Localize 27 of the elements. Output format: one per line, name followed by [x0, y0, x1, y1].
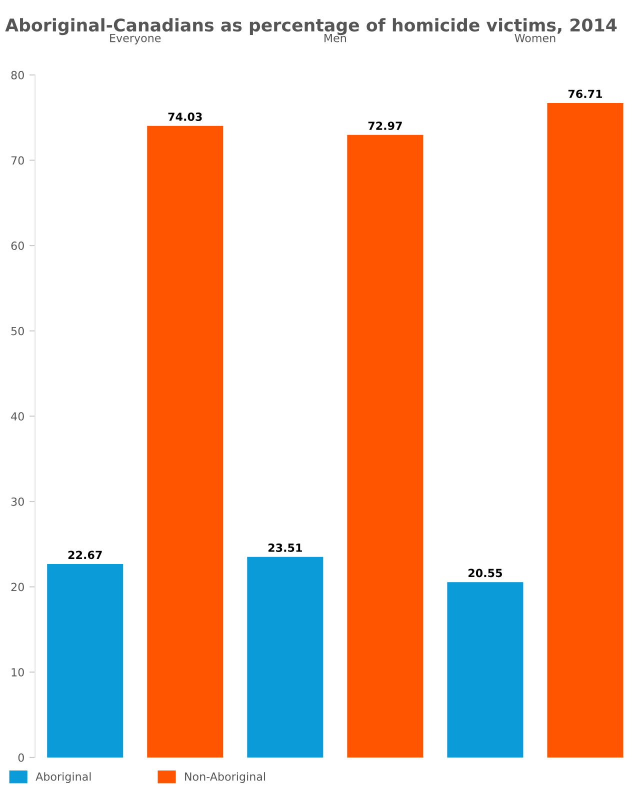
- legend-label: Non-Aboriginal: [185, 772, 266, 783]
- bar: [47, 564, 124, 758]
- y-tick-label: 0: [18, 753, 24, 762]
- chart-title: Aboriginal-Canadians as percentage of homicide victims, 2014: [5, 18, 617, 36]
- x-tick-label: Men: [324, 34, 346, 42]
- data-label: 76.71: [568, 90, 602, 98]
- bar: [547, 103, 624, 758]
- data-label: 20.55: [468, 568, 502, 578]
- y-tick-label: 40: [11, 412, 24, 421]
- bar: [447, 582, 524, 758]
- y-tick-label: 50: [11, 326, 24, 336]
- y-tick-label: 60: [11, 242, 24, 250]
- bar: [147, 126, 224, 758]
- x-tick-label: Everyone: [110, 34, 161, 44]
- bar: [247, 556, 324, 758]
- x-tick-label: Women: [514, 34, 556, 42]
- legend-label: Aboriginal: [36, 772, 91, 783]
- y-tick-label: 80: [11, 70, 24, 80]
- y-tick-label: 30: [11, 497, 24, 506]
- y-tick-label: 20: [11, 582, 24, 592]
- data-label: 22.67: [68, 550, 102, 560]
- bar: [347, 134, 424, 758]
- data-label: 74.03: [168, 112, 202, 121]
- y-tick-label: 70: [11, 156, 24, 165]
- data-label: 72.97: [368, 122, 402, 130]
- y-tick-label: 10: [12, 668, 24, 677]
- data-label: 23.51: [268, 544, 302, 552]
